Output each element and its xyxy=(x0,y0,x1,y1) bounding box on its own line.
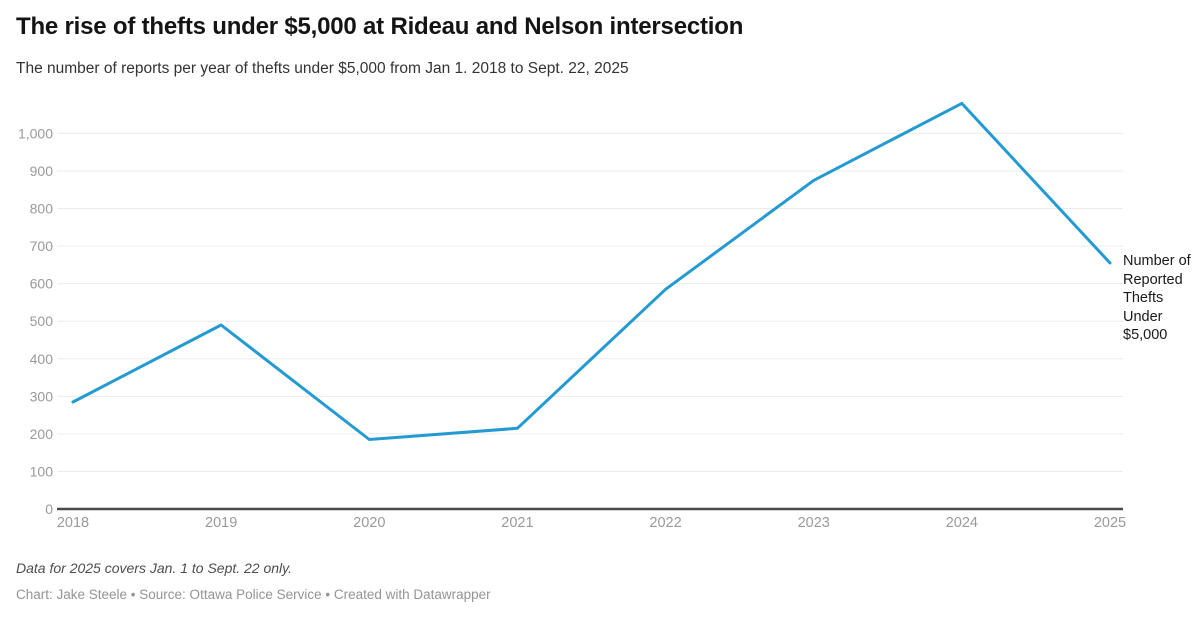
y-tick-label: 500 xyxy=(30,313,54,329)
x-tick-label: 2018 xyxy=(57,515,89,531)
x-tick-label: 2022 xyxy=(649,515,681,531)
y-tick-label: 100 xyxy=(30,463,54,479)
x-tick-label: 2019 xyxy=(205,515,237,531)
y-tick-label: 300 xyxy=(30,388,54,404)
x-tick-label: 2023 xyxy=(798,515,830,531)
x-tick-label: 2021 xyxy=(501,515,533,531)
y-tick-label: 1,000 xyxy=(18,125,53,141)
plot-area: 0 100 200 300 400 500 600 700 800 900 1,000 2018 201… xyxy=(0,90,1200,545)
x-tick-label: 2024 xyxy=(946,515,978,531)
x-tick-label: 2025 xyxy=(1094,515,1126,531)
chart-subtitle: The number of reports per year of thefts… xyxy=(16,60,629,77)
theft-trend-line xyxy=(71,101,1112,441)
chart-title: The rise of thefts under $5,000 at Ridea… xyxy=(16,13,744,40)
chart-canvas: 0 100 200 300 400 500 600 700 800 900 1,000 2018 201… xyxy=(18,101,1126,531)
y-tick-label: 400 xyxy=(30,351,54,367)
y-tick-label: 600 xyxy=(30,276,54,292)
y-tick-label: 0 xyxy=(45,501,53,517)
y-tick-label: 900 xyxy=(30,163,54,179)
y-tick-label: 800 xyxy=(30,201,54,217)
series-end-label: Number of Reported Thefts Under $5,000 xyxy=(1123,253,1191,343)
chart-credit-byline: Chart: Jake Steele • Source: Ottawa Poli… xyxy=(16,587,491,602)
y-tick-label: 700 xyxy=(30,238,54,254)
y-tick-label: 200 xyxy=(30,426,54,442)
chart-footnote: Data for 2025 covers Jan. 1 to Sept. 22 … xyxy=(16,560,293,576)
x-tick-label: 2020 xyxy=(353,515,385,531)
